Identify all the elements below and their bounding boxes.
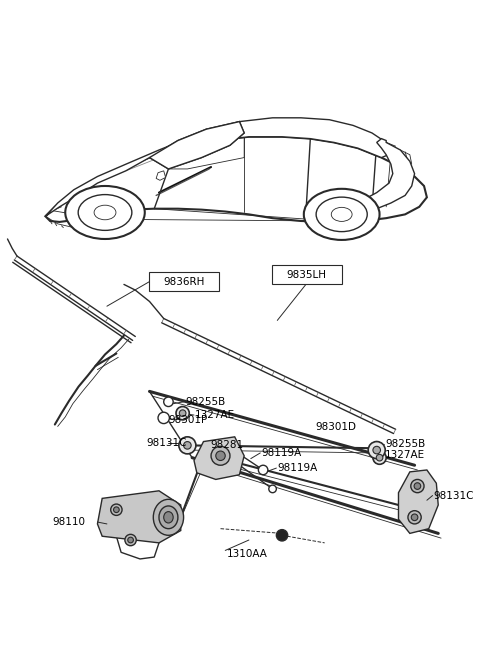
Text: 98110: 98110 (52, 517, 85, 527)
Text: 1327AE: 1327AE (385, 450, 425, 460)
Ellipse shape (304, 189, 380, 240)
Circle shape (408, 511, 421, 524)
Ellipse shape (331, 208, 352, 221)
Text: 98281: 98281 (210, 440, 243, 451)
Polygon shape (149, 118, 391, 158)
Circle shape (373, 446, 381, 454)
Text: 98119A: 98119A (277, 463, 318, 473)
Circle shape (368, 441, 385, 458)
Ellipse shape (153, 499, 183, 535)
Circle shape (128, 537, 133, 543)
Circle shape (376, 455, 383, 461)
Ellipse shape (78, 195, 132, 231)
Circle shape (111, 504, 122, 515)
Polygon shape (46, 122, 244, 216)
Circle shape (114, 507, 119, 513)
Ellipse shape (65, 186, 145, 239)
Circle shape (158, 412, 169, 424)
Circle shape (211, 446, 230, 465)
Polygon shape (46, 137, 427, 222)
Text: 1327AE: 1327AE (195, 410, 235, 420)
Ellipse shape (164, 512, 173, 523)
Polygon shape (97, 491, 181, 543)
Circle shape (125, 534, 136, 546)
Circle shape (164, 397, 173, 407)
FancyBboxPatch shape (272, 265, 342, 284)
Circle shape (179, 437, 196, 454)
Circle shape (372, 441, 382, 451)
Text: 98131C: 98131C (147, 438, 187, 449)
Circle shape (176, 407, 189, 420)
Ellipse shape (94, 205, 116, 220)
Circle shape (269, 485, 276, 493)
Circle shape (411, 479, 424, 493)
Text: 98301D: 98301D (315, 422, 356, 432)
Text: 98131C: 98131C (433, 491, 474, 500)
Text: 98119A: 98119A (261, 448, 301, 458)
Text: 9836RH: 9836RH (163, 276, 204, 287)
Polygon shape (156, 171, 166, 180)
Ellipse shape (159, 506, 178, 529)
Text: 1310AA: 1310AA (227, 550, 268, 559)
Circle shape (258, 465, 268, 475)
Ellipse shape (316, 197, 367, 232)
Polygon shape (149, 122, 244, 169)
Text: 98301P: 98301P (168, 415, 208, 425)
Circle shape (276, 530, 288, 541)
Circle shape (411, 514, 418, 521)
Polygon shape (398, 470, 438, 533)
Text: 98255B: 98255B (185, 397, 226, 407)
Circle shape (373, 451, 386, 464)
Circle shape (216, 451, 225, 460)
Circle shape (180, 410, 186, 417)
Text: 98255B: 98255B (385, 440, 425, 449)
Polygon shape (194, 437, 244, 479)
Text: 9835LH: 9835LH (287, 270, 327, 280)
Circle shape (414, 483, 421, 489)
Polygon shape (334, 139, 415, 214)
Circle shape (183, 441, 191, 449)
FancyBboxPatch shape (149, 272, 218, 291)
